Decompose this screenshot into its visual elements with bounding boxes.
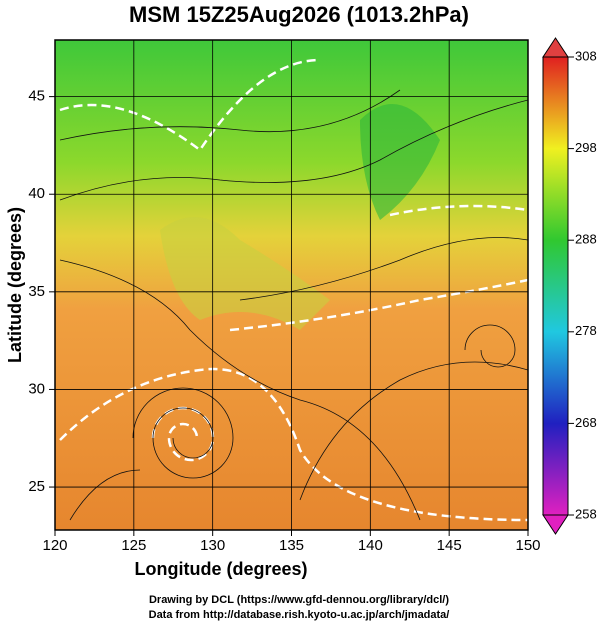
x-tick-label: 125 (121, 537, 146, 554)
chart-title: MSM 15Z25Aug2026 (1013.2hPa) (129, 2, 469, 27)
y-tick-label: 35 (28, 283, 45, 300)
credit: Drawing by DCL (https://www.gfd-dennou.o… (149, 594, 449, 606)
colorbar-arrow (542, 514, 569, 535)
x-tick-label: 130 (200, 537, 225, 554)
colorbar-arrow (542, 37, 569, 58)
y-axis-label: Latitude (degrees) (5, 207, 25, 363)
y-tick-label: 25 (28, 478, 45, 495)
x-tick-label: 135 (279, 537, 304, 554)
colorbar-tick-label: 258 (575, 506, 597, 521)
x-tick-label: 140 (358, 537, 383, 554)
credit: Data from http://database.rish.kyoto-u.a… (149, 609, 450, 621)
y-tick-label: 30 (28, 380, 45, 397)
colorbar-tick-label: 308 (575, 48, 597, 63)
colorbar (542, 56, 569, 516)
colorbar-tick-label: 268 (575, 415, 597, 430)
colorbar-tick-label: 278 (575, 323, 597, 338)
x-tick-label: 120 (42, 537, 67, 554)
colorbar-tick-label: 288 (575, 232, 597, 247)
y-tick-label: 40 (28, 185, 45, 202)
x-axis-label: Longitude (degrees) (134, 559, 307, 579)
x-tick-label: 150 (515, 537, 540, 554)
y-tick-label: 45 (28, 88, 45, 105)
x-tick-label: 145 (437, 537, 462, 554)
colorbar-tick-label: 298 (575, 140, 597, 155)
